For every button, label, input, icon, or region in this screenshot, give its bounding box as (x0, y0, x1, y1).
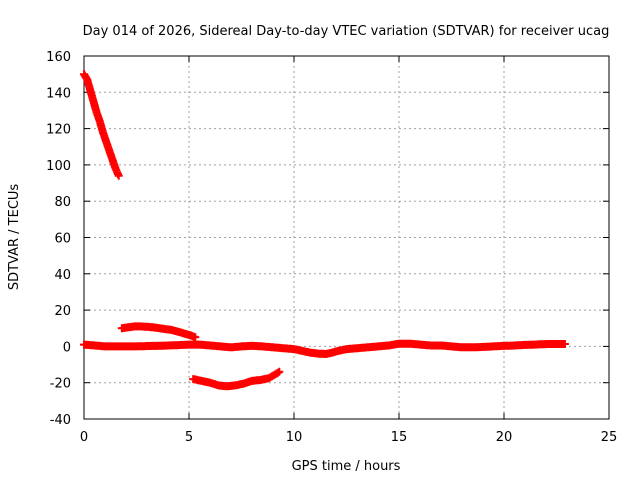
y-tick-label: 40 (54, 268, 71, 283)
y-axis-label: SDTVAR / TECUs (7, 184, 22, 291)
x-tick-labels: 0 5 10 15 20 25 (80, 430, 617, 445)
axis-ticks (83, 55, 610, 420)
series-segment-4 (80, 339, 569, 358)
x-tick-label: 20 (496, 430, 513, 445)
grid-lines (84, 56, 609, 419)
data-point (191, 333, 200, 342)
x-axis-label: GPS time / hours (292, 459, 401, 474)
x-tick-label: 5 (185, 430, 193, 445)
y-tick-label: 60 (54, 232, 71, 247)
x-tick-label: 25 (601, 430, 618, 445)
x-tick-label: 10 (286, 430, 303, 445)
chart-title: Day 014 of 2026, Sidereal Day-to-day VTE… (83, 24, 610, 39)
y-tick-label: 120 (46, 123, 71, 138)
y-tick-label: 0 (63, 340, 71, 355)
y-tick-labels: 160 140 120 100 80 60 40 20 0 -20 -40 (46, 50, 71, 428)
series-segment-2 (117, 322, 200, 342)
y-tick-label: -40 (50, 413, 71, 428)
y-tick-label: 20 (54, 304, 71, 319)
x-tick-label: 0 (80, 430, 88, 445)
x-tick-label: 15 (391, 430, 408, 445)
data-point (114, 171, 123, 180)
y-tick-label: 160 (46, 50, 71, 65)
y-tick-label: 80 (54, 195, 71, 210)
data-point (275, 367, 284, 376)
y-tick-label: 100 (46, 159, 71, 174)
data-series (80, 70, 569, 391)
series-segment-1 (80, 70, 123, 180)
data-point (560, 340, 569, 348)
y-tick-label: 140 (46, 86, 71, 101)
series-segment-3 (189, 367, 284, 391)
y-tick-label: -20 (50, 377, 71, 392)
